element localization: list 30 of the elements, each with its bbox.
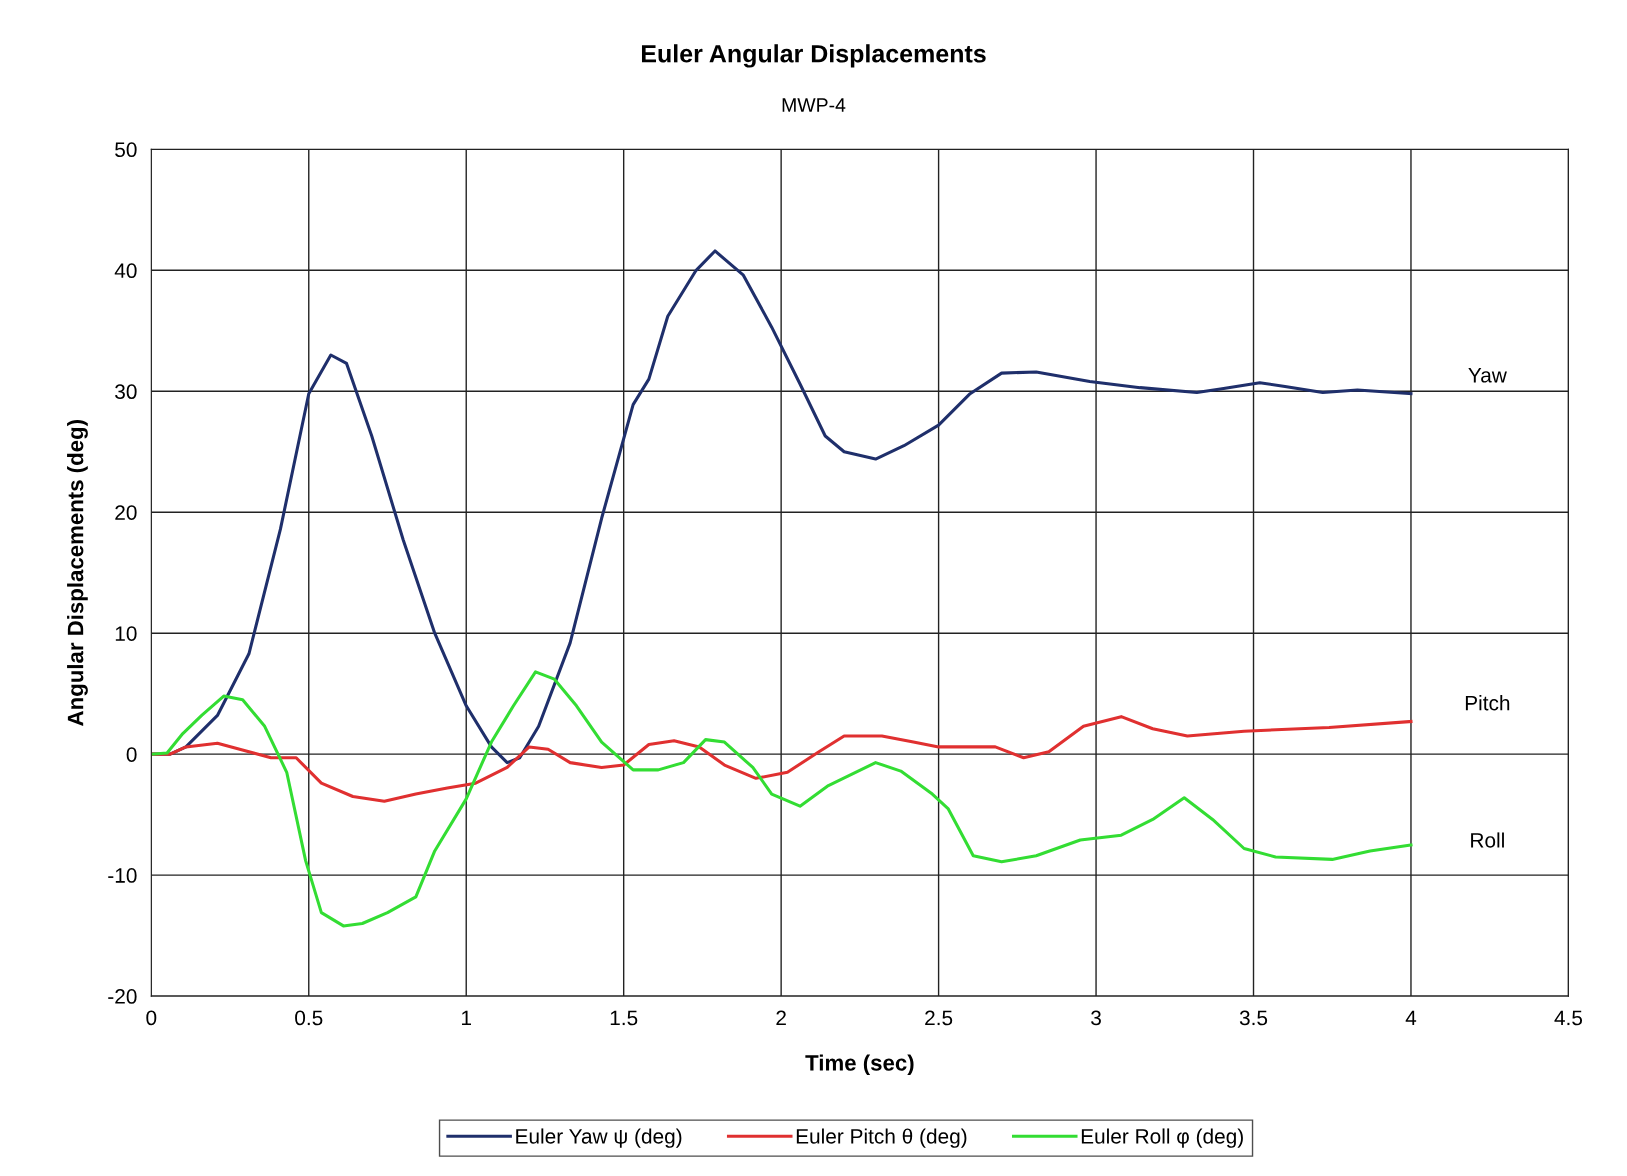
y-tick-label: 0 <box>126 747 137 762</box>
chart-subtitle: MWP-4 <box>782 98 846 112</box>
x-axis-title: Time (sec) <box>805 1054 914 1076</box>
x-tick-label: 3.5 <box>1239 1010 1268 1026</box>
x-tick-label: 1.5 <box>610 1010 638 1026</box>
legend-label: Euler Roll φ (deg) <box>1081 1128 1243 1148</box>
legend-label: Euler Pitch θ (deg) <box>796 1128 967 1148</box>
y-tick-label: 30 <box>115 384 137 400</box>
x-tick-label: 4.5 <box>1554 1010 1583 1026</box>
x-tick-label: 2 <box>776 1010 786 1026</box>
x-tick-label: 1 <box>462 1010 471 1026</box>
x-tick-label: 3 <box>1091 1010 1101 1026</box>
x-tick-label: 4 <box>1405 1010 1417 1026</box>
chart-title: Euler Angular Displacements <box>641 44 986 68</box>
y-tick-label: -20 <box>108 989 137 1004</box>
x-tick-label: 0 <box>146 1010 157 1026</box>
y-tick-label: 50 <box>115 142 137 158</box>
x-tick-label: 2.5 <box>925 1010 953 1026</box>
y-axis-title: Angular Displacements (deg) <box>67 420 88 726</box>
annotation: Roll <box>1471 832 1504 848</box>
y-tick-label: 20 <box>115 505 137 520</box>
line-series <box>151 715 1413 803</box>
line-series <box>151 670 1413 928</box>
annotation: Yaw <box>1468 368 1507 383</box>
legend-label: Euler Yaw ψ (deg) <box>516 1128 682 1148</box>
y-tick-label: 10 <box>115 626 137 641</box>
y-tick-label: 40 <box>114 263 137 279</box>
annotation: Pitch <box>1465 695 1510 711</box>
y-tick-label: -10 <box>108 868 137 883</box>
x-tick-label: 0.5 <box>295 1010 323 1026</box>
